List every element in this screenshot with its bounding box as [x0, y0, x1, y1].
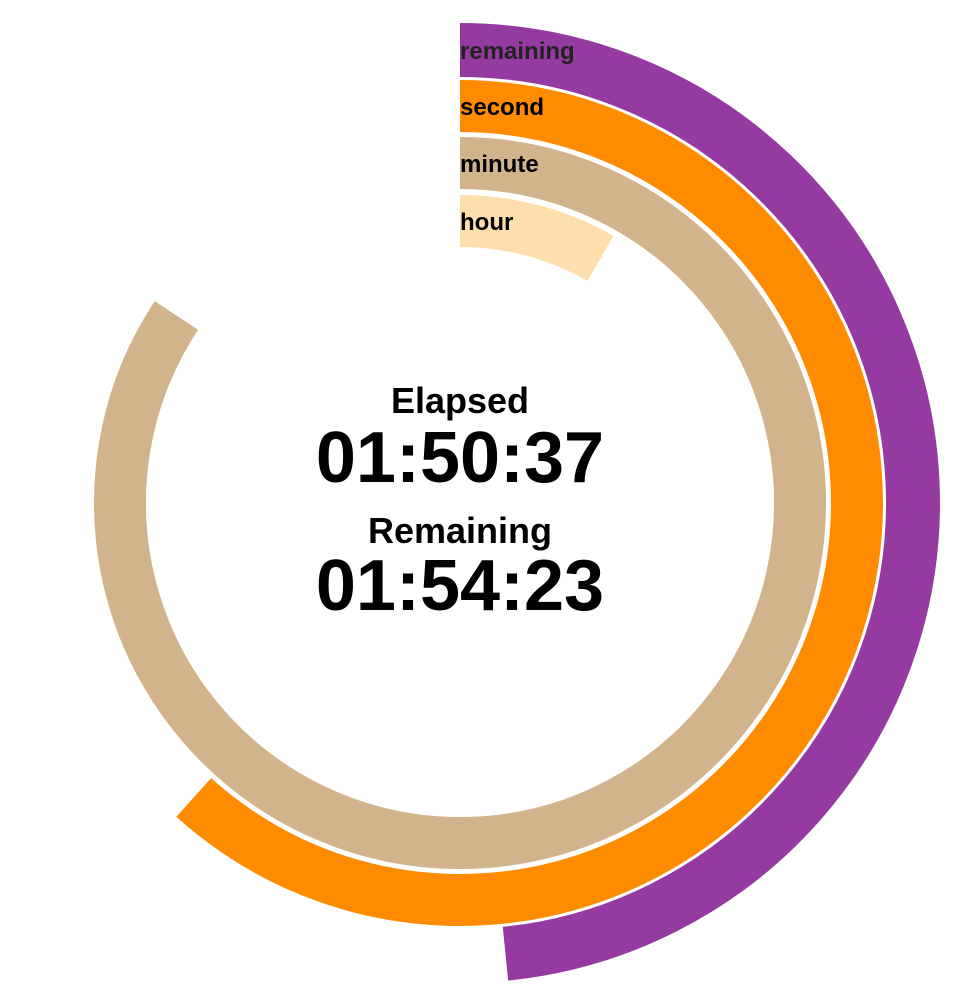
ring-label-remaining: remaining — [460, 38, 575, 65]
rings-layer — [94, 23, 940, 981]
ring-label-hour: hour — [460, 209, 513, 236]
ring-label-minute: minute — [460, 151, 539, 178]
ring-label-second: second — [460, 94, 544, 121]
ring-arc-minute — [94, 137, 826, 869]
remaining-label: Remaining — [368, 510, 552, 551]
elapsed-time: 01:50:37 — [316, 418, 604, 498]
ring-arc-remaining — [459, 23, 940, 981]
ring-labels: remaining second minute hour — [460, 38, 575, 236]
ring-arc-hour — [459, 195, 614, 282]
elapsed-label: Elapsed — [391, 380, 529, 421]
center-readout: Elapsed 01:50:37 Remaining 01:54:23 — [316, 380, 604, 626]
ring-arc-second — [176, 80, 883, 926]
remaining-time: 01:54:23 — [316, 546, 604, 626]
